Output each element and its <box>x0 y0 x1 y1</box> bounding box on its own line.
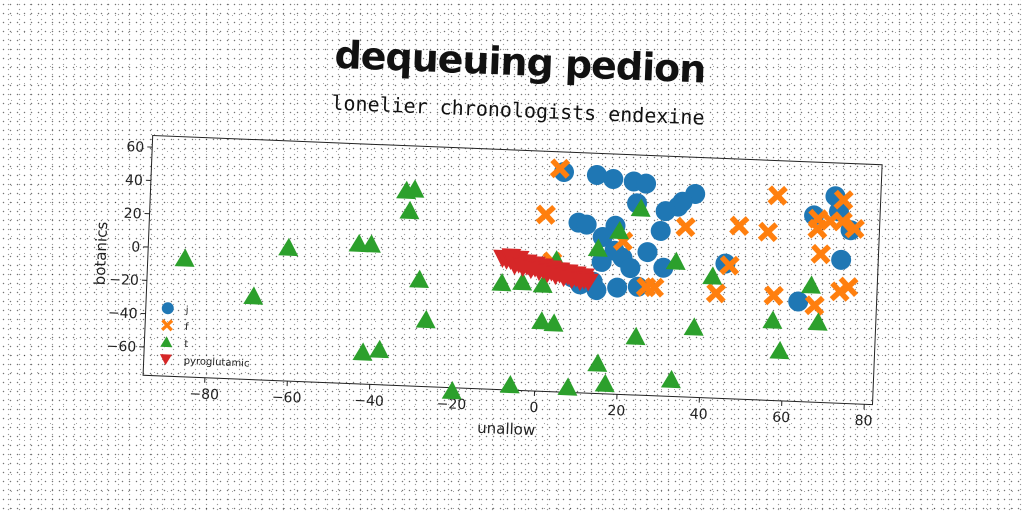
legend-marker <box>160 336 172 347</box>
data-point <box>801 275 822 294</box>
data-point <box>731 217 748 234</box>
data-point <box>637 242 658 263</box>
data-point <box>760 224 777 241</box>
x-tick-label: −60 <box>272 389 302 406</box>
data-point <box>557 377 578 396</box>
y-tick-label: −60 <box>106 338 136 355</box>
legend-marker <box>162 302 174 314</box>
x-tick-label: 80 <box>854 413 872 430</box>
x-tick-label: −80 <box>189 386 219 403</box>
data-point <box>661 369 682 388</box>
legend-marker <box>160 354 172 365</box>
data-point <box>442 381 463 400</box>
data-point <box>416 310 437 329</box>
data-point <box>806 297 823 314</box>
legend: jft pyroglutamic <box>159 302 251 370</box>
x-tick-label: −40 <box>354 393 384 410</box>
data-point <box>369 339 390 358</box>
data-point <box>409 269 430 288</box>
y-tick-label: 40 <box>125 172 143 189</box>
y-axis-label: botanics <box>91 221 112 285</box>
data-point <box>765 287 782 304</box>
y-tick-label: 20 <box>123 206 141 223</box>
y-tick-label: 60 <box>126 139 144 156</box>
x-tick-label: 0 <box>529 400 539 416</box>
data-point <box>769 340 790 359</box>
data-point <box>769 187 786 204</box>
data-point <box>684 317 705 336</box>
data-point <box>352 342 373 361</box>
data-point <box>491 273 512 292</box>
data-point <box>650 221 671 242</box>
x-tick-label: 40 <box>689 406 707 423</box>
data-point <box>808 312 829 331</box>
x-tick-label: 20 <box>607 403 625 420</box>
data-point <box>762 310 783 329</box>
y-tick-label: −20 <box>109 272 139 289</box>
legend-marker <box>162 320 172 330</box>
data-point <box>677 219 694 236</box>
data-point <box>788 291 809 312</box>
data-point <box>595 373 616 392</box>
data-point <box>175 248 196 267</box>
data-point <box>812 246 829 263</box>
data-point <box>607 277 628 298</box>
legend-label: f <box>185 322 189 333</box>
data-marks <box>170 145 865 415</box>
data-point <box>708 285 725 302</box>
data-point <box>500 375 521 394</box>
legend-label: pyroglutamic <box>183 356 249 370</box>
data-point <box>537 206 554 223</box>
x-tick-label: 60 <box>772 410 790 427</box>
x-axis-label: unallow <box>477 419 536 439</box>
y-tick-label: −40 <box>108 305 138 322</box>
y-tick-label: 0 <box>131 239 141 255</box>
legend-label: t <box>184 339 188 350</box>
data-point <box>399 200 420 219</box>
noisy-background: dequeuing pedion lonelier chronologists … <box>0 0 1024 512</box>
series-t <box>170 170 833 414</box>
legend-label: j <box>184 305 188 316</box>
data-point <box>243 286 264 305</box>
data-point <box>587 353 608 372</box>
data-point <box>625 326 646 345</box>
data-point <box>278 237 299 256</box>
data-point <box>831 249 852 270</box>
